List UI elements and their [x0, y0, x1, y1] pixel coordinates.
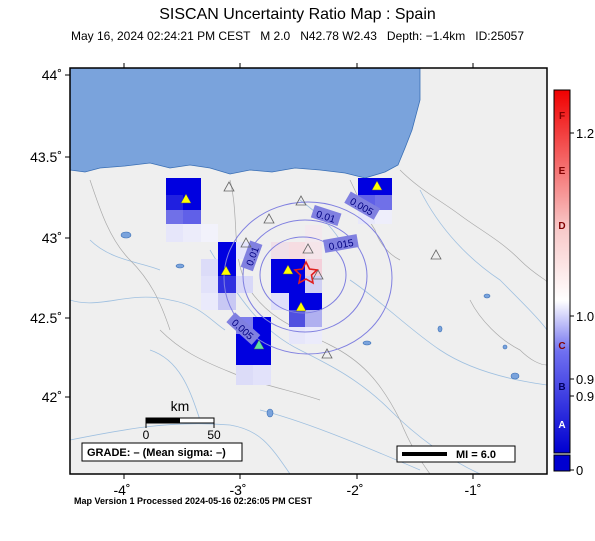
grid-cell	[183, 178, 201, 195]
lakes	[120, 231, 520, 418]
lat-tick-label: 44˚	[42, 67, 62, 83]
station-triangle	[223, 181, 235, 192]
grid-cell	[271, 242, 289, 259]
grid-cell	[236, 276, 253, 293]
colorbar-value: 1.2	[576, 126, 594, 141]
grid-cell	[358, 178, 375, 195]
grid-cell	[201, 224, 218, 242]
epicenter-star	[293, 260, 319, 285]
grade-text: GRADE: – (Mean sigma: –)	[87, 447, 226, 459]
colorbar-zero-swatch	[553, 454, 571, 472]
grid-cell	[305, 327, 322, 344]
grade-letter: A	[558, 420, 565, 431]
grid-cell	[375, 178, 392, 195]
grade-letter: B	[558, 382, 565, 393]
colorbar: F E D C B A 1.2 1.0 0.9 0.9 0	[553, 89, 594, 478]
grid-cell	[201, 276, 218, 293]
grid-cell	[236, 351, 253, 365]
grade-letter: D	[558, 221, 565, 232]
station-triangle	[312, 269, 324, 280]
grid-cell	[166, 178, 183, 195]
scale-unit: km	[171, 398, 190, 414]
lon-tick-label: -2˚	[346, 482, 363, 498]
grid-cell	[201, 259, 218, 276]
lon-labels: -4˚ -3˚ -2˚ -1˚	[113, 482, 481, 498]
grid-cell	[183, 224, 201, 242]
colorbar-value: 1.0	[576, 309, 594, 324]
lon-tick-label: -1˚	[464, 482, 481, 498]
borders	[89, 169, 547, 474]
scale-end: 50	[207, 428, 221, 442]
grid-cell	[201, 293, 218, 310]
stations	[180, 180, 442, 359]
lon-ticks	[123, 63, 474, 479]
scale-start: 0	[143, 428, 150, 442]
grid-cell	[289, 310, 305, 327]
grid-cell	[375, 195, 392, 210]
rivers	[70, 189, 547, 474]
lat-tick-label: 43.5˚	[30, 149, 62, 165]
lat-labels: 44˚ 43.5˚ 43˚ 42.5˚ 42˚	[30, 67, 62, 405]
station-triangle	[180, 193, 192, 204]
grid-cell	[375, 210, 392, 224]
map-title: SISCAN Uncertainty Ratio Map : Spain	[159, 6, 436, 23]
lat-ticks	[65, 74, 70, 398]
station-triangle	[240, 237, 252, 248]
contour-label: 0.015	[328, 238, 355, 253]
colorbar-value: 0.9	[576, 372, 594, 387]
grade-box: GRADE: – (Mean sigma: –)	[81, 442, 243, 462]
map-subtitle: May 16, 2024 02:24:21 PM CEST M 2.0 N42.…	[70, 29, 525, 43]
grid-cell	[218, 276, 236, 293]
lat-tick-label: 42˚	[42, 389, 62, 405]
station-triangle	[295, 301, 307, 312]
station-triangle	[371, 180, 383, 191]
station-triangle	[220, 265, 232, 276]
colorbar-value: 0	[576, 463, 583, 478]
grid-cell	[289, 327, 305, 344]
station-triangle	[430, 249, 442, 260]
grade-letter: C	[558, 341, 565, 352]
mi-legend: MI = 6.0	[396, 445, 516, 463]
station-triangle	[253, 339, 265, 350]
grid-cell	[236, 365, 253, 385]
grade-letter: E	[559, 166, 566, 177]
grid-cell	[305, 293, 322, 310]
map-area: 0.01 0.005 0.015 0.01 0.005	[70, 68, 547, 474]
grid-cell	[253, 317, 271, 334]
station-triangle	[282, 264, 294, 275]
contour-lines	[223, 201, 393, 355]
station-triangle	[321, 348, 333, 359]
grid-cell	[289, 242, 305, 259]
station-triangle	[295, 195, 307, 206]
grid-cell	[253, 351, 271, 365]
lon-tick-label: -4˚	[113, 482, 130, 498]
grid-cell	[218, 293, 236, 310]
station-triangle	[302, 243, 314, 254]
grid-cell	[305, 310, 322, 327]
grid-cell	[305, 259, 322, 276]
colorbar-gradient	[553, 89, 571, 454]
processing-footer: Map Version 1 Processed 2024-05-16 02:26…	[74, 496, 313, 506]
lon-tick-label: -3˚	[229, 482, 246, 498]
mi-legend-text: MI = 6.0	[456, 449, 496, 461]
map-frame	[69, 67, 548, 475]
sea-bay-of-biscay	[70, 68, 421, 179]
grid-cell	[166, 210, 183, 224]
grid-cell	[166, 195, 183, 210]
station-triangle	[263, 213, 275, 224]
colorbar-value: 0.9	[576, 389, 594, 404]
grid-cell	[271, 293, 289, 310]
grid-cell	[253, 365, 271, 385]
scale-bar: km 0 50	[143, 398, 221, 442]
lat-tick-label: 43˚	[42, 230, 62, 246]
grid-cell	[166, 224, 183, 242]
grade-letter: F	[559, 111, 565, 122]
grid-cell	[289, 276, 305, 293]
grid-cell	[183, 210, 201, 224]
grid-cell	[271, 276, 289, 293]
lat-tick-label: 42.5˚	[30, 310, 62, 326]
grid-cell	[289, 259, 305, 276]
